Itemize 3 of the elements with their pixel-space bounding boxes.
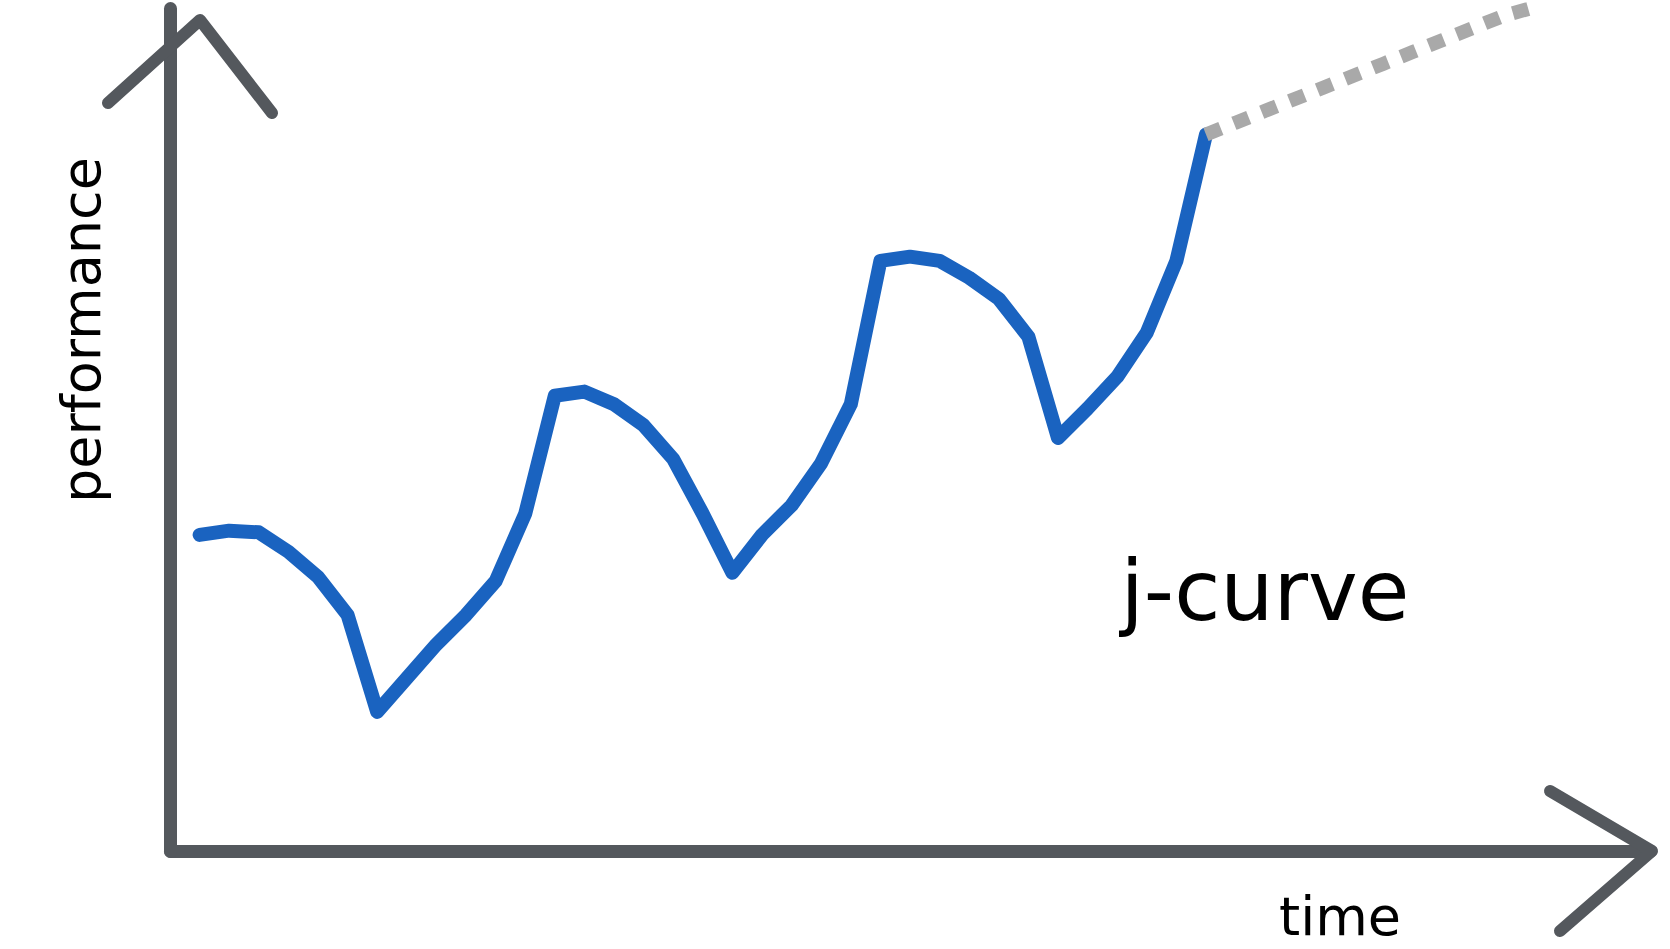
annotation: j-curve [1118, 542, 1410, 640]
x-axis-title: time [1278, 885, 1402, 948]
y-axis-title: performance [50, 157, 113, 503]
